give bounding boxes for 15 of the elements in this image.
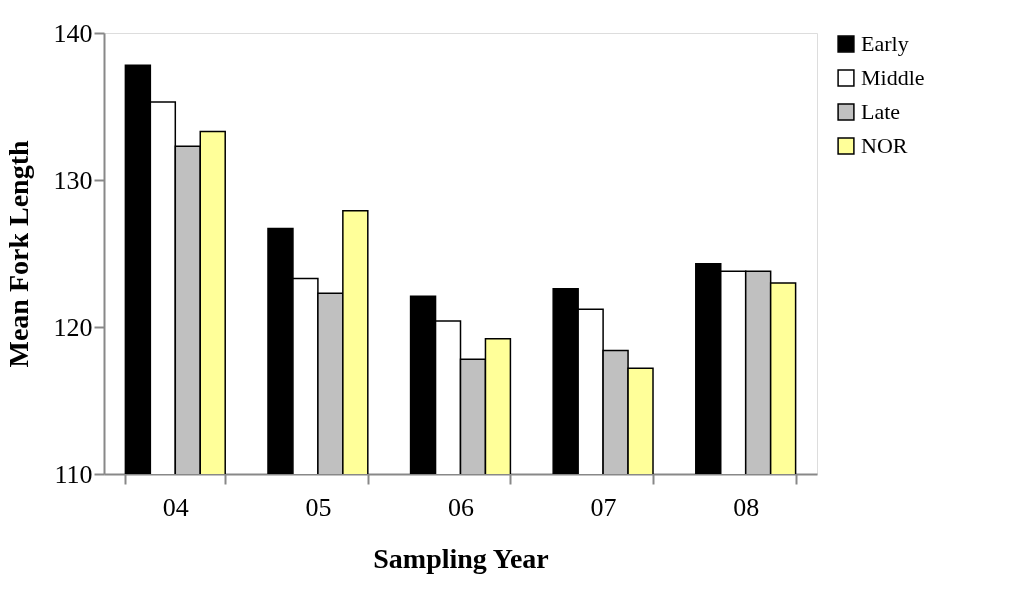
y-tick-label: 140 — [53, 18, 93, 48]
x-axis-title: Sampling Year — [373, 542, 549, 574]
legend-label: Middle — [861, 65, 925, 90]
x-tick-label: 05 — [305, 492, 332, 522]
y-tick-label: 130 — [53, 165, 93, 195]
x-tick-label: 07 — [590, 492, 617, 522]
x-tick-label: 04 — [162, 492, 189, 522]
y-tick-label: 110 — [54, 459, 93, 489]
legend-label: Late — [861, 99, 901, 124]
y-axis-title: Mean Fork Length — [2, 140, 34, 368]
legend-label: NOR — [861, 133, 908, 158]
x-tick-label: 06 — [448, 492, 474, 522]
legend-label: Early — [861, 31, 909, 56]
y-tick-label: 120 — [53, 312, 93, 342]
x-tick-label: 08 — [733, 492, 760, 522]
